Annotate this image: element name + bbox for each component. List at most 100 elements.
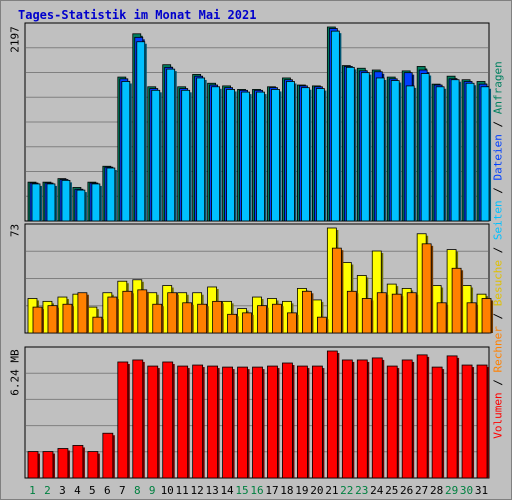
x-tick-label-6: 6 (104, 484, 111, 497)
bar-seiten-day-1 (31, 183, 41, 222)
bar-rechner-day-30 (466, 302, 477, 334)
x-tick-label-18: 18 (280, 484, 293, 497)
bar-rechner-day-25 (391, 293, 402, 334)
bar-rechner-day-3 (62, 303, 73, 334)
bar-volumen-day-3 (57, 448, 69, 479)
bar-rechner-day-15 (242, 312, 252, 334)
bar-rechner-day-22 (346, 290, 357, 334)
x-tick-label-26: 26 (400, 484, 413, 497)
bar-seiten-day-24 (375, 77, 385, 222)
bar-seiten-day-15 (241, 91, 250, 222)
bar-rechner-day-7 (122, 290, 133, 334)
bar-rechner-day-11 (182, 302, 193, 334)
x-tick-label-14: 14 (220, 484, 234, 497)
bar-rechner-day-26 (406, 292, 417, 334)
bar-seiten-day-5 (91, 183, 101, 222)
x-tick-label-2: 2 (44, 484, 51, 497)
bar-rechner-day-8 (137, 289, 148, 334)
bar-rechner-day-4 (77, 292, 88, 334)
bar-seiten-day-9 (151, 89, 161, 222)
x-tick-label-9: 9 (149, 484, 156, 497)
bar-volumen-day-21 (326, 350, 338, 479)
bar-volumen-day-25 (386, 365, 398, 479)
bar-rechner-day-28 (436, 302, 447, 334)
x-tick-label-12: 12 (191, 484, 204, 497)
bar-volumen-day-11 (177, 365, 189, 479)
x-tick-label-24: 24 (370, 484, 384, 497)
bar-volumen-day-20 (311, 365, 323, 479)
bar-seiten-day-31 (480, 86, 490, 222)
bar-seiten-day-25 (390, 80, 400, 222)
bar-volumen-day-12 (192, 364, 204, 479)
bar-rechner-day-10 (167, 292, 178, 334)
bar-volumen-day-4 (72, 445, 84, 479)
bar-seiten-day-4 (76, 189, 86, 222)
x-tick-label-30: 30 (460, 484, 473, 497)
x-tick-label-8: 8 (134, 484, 141, 497)
bar-volumen-day-7 (117, 361, 129, 479)
x-tick-label-19: 19 (295, 484, 308, 497)
x-tick-label-3: 3 (59, 484, 66, 497)
x-tick-label-16: 16 (250, 484, 263, 497)
x-tick-label-11: 11 (176, 484, 189, 497)
x-tick-label-25: 25 (385, 484, 398, 497)
bar-seiten-day-13 (211, 86, 221, 222)
x-tick-label-21: 21 (325, 484, 338, 497)
x-tick-label-23: 23 (355, 484, 368, 497)
bar-rechner-day-19 (302, 290, 312, 334)
x-tick-label-28: 28 (430, 484, 443, 497)
x-tick-label-4: 4 (74, 484, 81, 497)
bar-volumen-day-15 (237, 366, 248, 479)
bar-rechner-day-13 (212, 300, 223, 334)
bar-volumen-day-30 (461, 364, 473, 479)
bar-seiten-day-28 (435, 86, 445, 222)
bar-rechner-day-2 (47, 305, 58, 334)
bar-volumen-day-10 (162, 361, 174, 479)
bar-seiten-day-8 (136, 41, 146, 222)
bar-rechner-day-20 (316, 316, 327, 334)
bar-besuche-day-24 (371, 250, 382, 334)
bar-volumen-day-19 (297, 365, 308, 479)
bar-rechner-day-14 (227, 313, 237, 334)
x-tick-label-17: 17 (265, 484, 278, 497)
x-tick-label-10: 10 (161, 484, 174, 497)
bar-volumen-day-31 (476, 364, 488, 479)
bar-volumen-day-16 (252, 366, 263, 479)
x-tick-label-22: 22 (340, 484, 353, 497)
bar-seiten-day-22 (345, 66, 355, 222)
bar-volumen-day-23 (356, 359, 368, 479)
bar-seiten-day-6 (106, 167, 116, 222)
bar-seiten-day-10 (166, 68, 176, 222)
bar-rechner-day-24 (376, 292, 387, 334)
bar-seiten-day-14 (226, 89, 235, 222)
bar-rechner-day-18 (287, 312, 297, 334)
bar-seiten-day-18 (286, 81, 295, 222)
bar-volumen-day-26 (401, 359, 413, 479)
bar-rechner-day-12 (197, 303, 208, 334)
x-tick-label-7: 7 (119, 484, 126, 497)
bar-seiten-day-17 (271, 89, 280, 222)
bar-seiten-day-3 (61, 179, 71, 222)
bar-rechner-day-17 (272, 303, 282, 334)
bar-volumen-day-5 (87, 451, 99, 479)
bar-rechner-day-9 (152, 303, 163, 334)
bar-volumen-day-28 (431, 366, 443, 479)
bar-rechner-day-16 (257, 305, 267, 334)
x-tick-label-27: 27 (415, 484, 428, 497)
page-title: Tages-Statistik im Monat Mai 2021 (18, 8, 257, 22)
bar-volumen-day-27 (416, 354, 428, 479)
bar-volumen-day-22 (341, 359, 353, 479)
bar-volumen-day-29 (446, 355, 458, 479)
bar-rechner-day-5 (92, 316, 103, 334)
bar-seiten-day-12 (196, 77, 206, 222)
bar-rechner-day-21 (331, 247, 342, 334)
x-tick-label-5: 5 (89, 484, 96, 497)
bar-rechner-day-31 (481, 298, 492, 334)
x-tick-label-13: 13 (205, 484, 218, 497)
bar-seiten-day-26 (405, 85, 415, 222)
bar-volumen-day-2 (42, 451, 54, 479)
bar-volumen-day-24 (371, 357, 383, 479)
bar-seiten-day-7 (121, 81, 131, 222)
bar-seiten-day-2 (46, 183, 56, 222)
